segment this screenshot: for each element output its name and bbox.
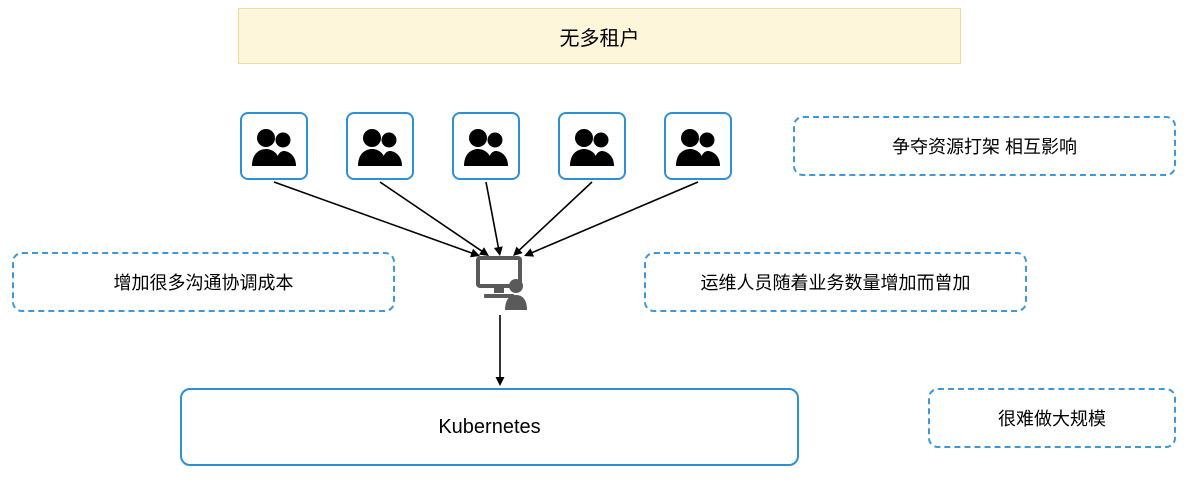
label-scale-difficult: 很难做大规模	[928, 388, 1176, 448]
label-ops-growth: 运维人员随着业务数量增加而曾加	[644, 252, 1027, 312]
kubernetes-label: Kubernetes	[438, 416, 540, 439]
label-contention: 争夺资源打架 相互影响	[793, 116, 1176, 176]
user-group-3	[452, 112, 520, 180]
label-text: 争夺资源打架 相互影响	[892, 133, 1077, 159]
user-group-4	[558, 112, 626, 180]
label-text: 很难做大规模	[998, 405, 1106, 431]
operator-node	[472, 256, 534, 312]
title-banner: 无多租户	[238, 8, 961, 64]
user-group-2	[346, 112, 414, 180]
user-group-5	[664, 112, 732, 180]
label-coord-cost: 增加很多沟通协调成本	[12, 252, 395, 312]
operator-icon	[472, 256, 534, 312]
label-text: 运维人员随着业务数量增加而曾加	[701, 269, 971, 295]
title-text: 无多租户	[560, 22, 640, 51]
user-group-1	[240, 112, 308, 180]
kubernetes-box: Kubernetes	[180, 388, 799, 466]
users-icon	[462, 126, 510, 166]
users-icon	[250, 126, 298, 166]
users-icon	[356, 126, 404, 166]
users-icon	[568, 126, 616, 166]
users-icon	[674, 126, 722, 166]
label-text: 增加很多沟通协调成本	[114, 269, 294, 295]
